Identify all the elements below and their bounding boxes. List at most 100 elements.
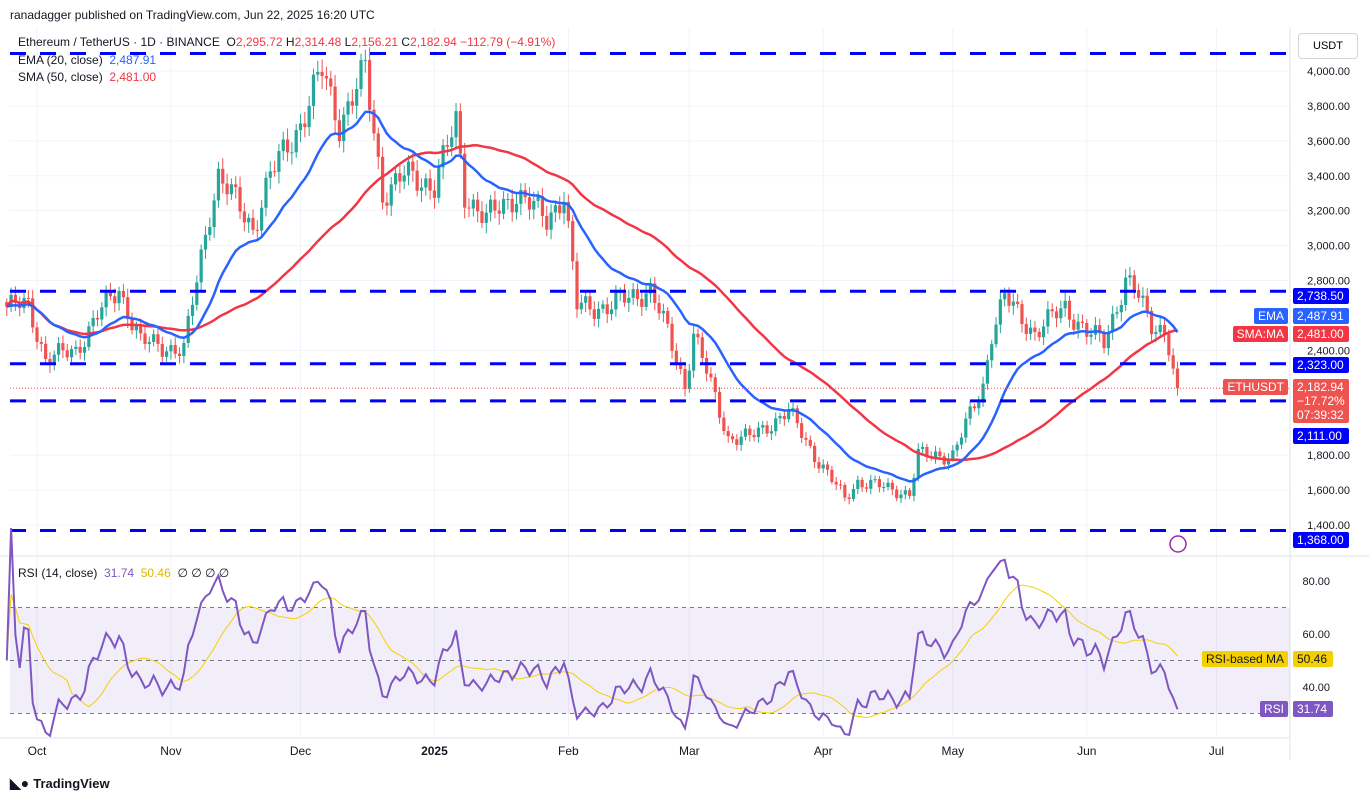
- last-price-tag-text: 2,182.94: [1297, 380, 1344, 394]
- price-axis-label: 3,000.00: [1307, 241, 1350, 253]
- candle-body: [82, 346, 87, 353]
- ema-axis-label-text: EMA: [1257, 309, 1284, 323]
- candle-body: [584, 296, 588, 303]
- candle-body: [100, 307, 104, 320]
- candle-body: [748, 428, 752, 436]
- candle-body: [441, 145, 445, 168]
- rsi-legend[interactable]: RSI (14, close) 31.74 50.46 ∅ ∅ ∅ ∅: [18, 566, 229, 580]
- sma-value: 2,481.00: [109, 70, 157, 84]
- ema-legend[interactable]: EMA (20, close) 2,487.91: [18, 53, 156, 67]
- candle-body: [212, 200, 216, 228]
- candle-body: [856, 479, 860, 489]
- time-axis-label: Apr: [814, 744, 833, 758]
- candle-body: [622, 291, 627, 303]
- candle-body: [182, 342, 186, 356]
- candle-body: [532, 200, 536, 210]
- time-axis-label: Mar: [679, 744, 700, 758]
- candle-body: [467, 207, 471, 209]
- candle-body: [562, 201, 566, 214]
- candle-body: [717, 392, 722, 418]
- candle-body: [592, 309, 596, 319]
- candle-body: [882, 487, 886, 489]
- level-price-tag-text: 2,111.00: [1297, 429, 1342, 443]
- rsi-axis-tag-text: RSI: [1263, 701, 1284, 716]
- candle-body: [1128, 275, 1132, 278]
- candle-body: [1046, 309, 1050, 327]
- published-note: ranadagger published on TradingView.com,…: [10, 8, 375, 22]
- candle-body: [765, 425, 769, 434]
- symbol-axis-label: ETHUSDT: [1223, 379, 1288, 395]
- rsi-axis-tag: RSI: [1259, 700, 1288, 717]
- candle-body: [558, 205, 562, 214]
- rsi-axis-label: 80.00: [1302, 576, 1330, 588]
- candle-body: [385, 202, 389, 206]
- candle-body: [1145, 295, 1149, 311]
- candle-body: [1158, 324, 1162, 333]
- candle-body: [964, 418, 968, 438]
- candle-body: [813, 445, 817, 463]
- candle-body: [959, 437, 964, 445]
- candle-body: [549, 212, 553, 230]
- candle-body: [350, 101, 354, 106]
- price-axis-label: 3,400.00: [1307, 171, 1350, 183]
- candle-body: [696, 333, 700, 338]
- candle-body: [519, 190, 523, 204]
- sma-price-tag-text: 2,481.00: [1297, 327, 1344, 341]
- candle-body: [415, 170, 419, 191]
- candle-body: [329, 78, 333, 87]
- time-axis-label: May: [942, 744, 965, 758]
- currency-button[interactable]: USDT: [1298, 33, 1358, 59]
- sma-label: SMA (50, close): [18, 70, 103, 84]
- candle-body: [670, 323, 674, 351]
- sma-legend[interactable]: SMA (50, close) 2,481.00: [18, 70, 156, 84]
- candle-body: [35, 327, 39, 342]
- candle-body: [294, 130, 298, 153]
- candle-body: [575, 261, 579, 310]
- candle-body: [609, 309, 614, 315]
- high-value: 2,314.48: [294, 35, 342, 49]
- low-value: 2,156.21: [351, 35, 399, 49]
- candle-body: [65, 350, 69, 358]
- candle-body: [303, 123, 307, 128]
- candle-body: [912, 477, 916, 496]
- candle-body: [450, 137, 454, 147]
- candle-body: [1089, 334, 1093, 337]
- sma-axis-label-text: SMA:MA: [1236, 327, 1284, 341]
- candle-body: [1007, 293, 1011, 306]
- candle-body: [471, 199, 475, 209]
- rsi-ma-tag-text: 50.46: [1297, 652, 1328, 667]
- candle-body: [26, 297, 30, 299]
- rsi-ma-tag: 50.46: [1293, 651, 1333, 668]
- candle-body: [605, 304, 609, 315]
- brand-label: TradingView: [33, 776, 110, 791]
- candle-body: [571, 221, 575, 262]
- candle-body: [57, 343, 61, 355]
- candle-body: [1132, 275, 1136, 291]
- candle-body: [1111, 313, 1115, 332]
- rsi-axis-label: 40.00: [1302, 682, 1330, 694]
- candle-body: [679, 363, 683, 369]
- candle-body: [376, 133, 380, 157]
- candle-body: [730, 436, 735, 440]
- candle-body: [1080, 321, 1085, 323]
- candle-body: [661, 310, 665, 314]
- candle-body: [108, 291, 113, 297]
- candle-body: [735, 439, 739, 445]
- candle-body: [173, 345, 177, 354]
- candle-body: [1029, 327, 1033, 334]
- candle-body: [143, 333, 147, 344]
- candle-body: [285, 139, 290, 153]
- candle-body: [31, 298, 35, 328]
- candle-body: [95, 317, 100, 320]
- candle-body: [968, 406, 972, 419]
- candle-body: [216, 168, 221, 201]
- close-value: 2,182.94: [410, 35, 457, 49]
- candle-body: [363, 60, 367, 62]
- candle-body: [635, 289, 640, 299]
- tradingview-logo[interactable]: ◣● TradingView: [10, 775, 110, 792]
- last-price-tag-text: 07:39:32: [1297, 408, 1344, 422]
- candle-body: [52, 354, 56, 365]
- candle-body: [709, 373, 713, 378]
